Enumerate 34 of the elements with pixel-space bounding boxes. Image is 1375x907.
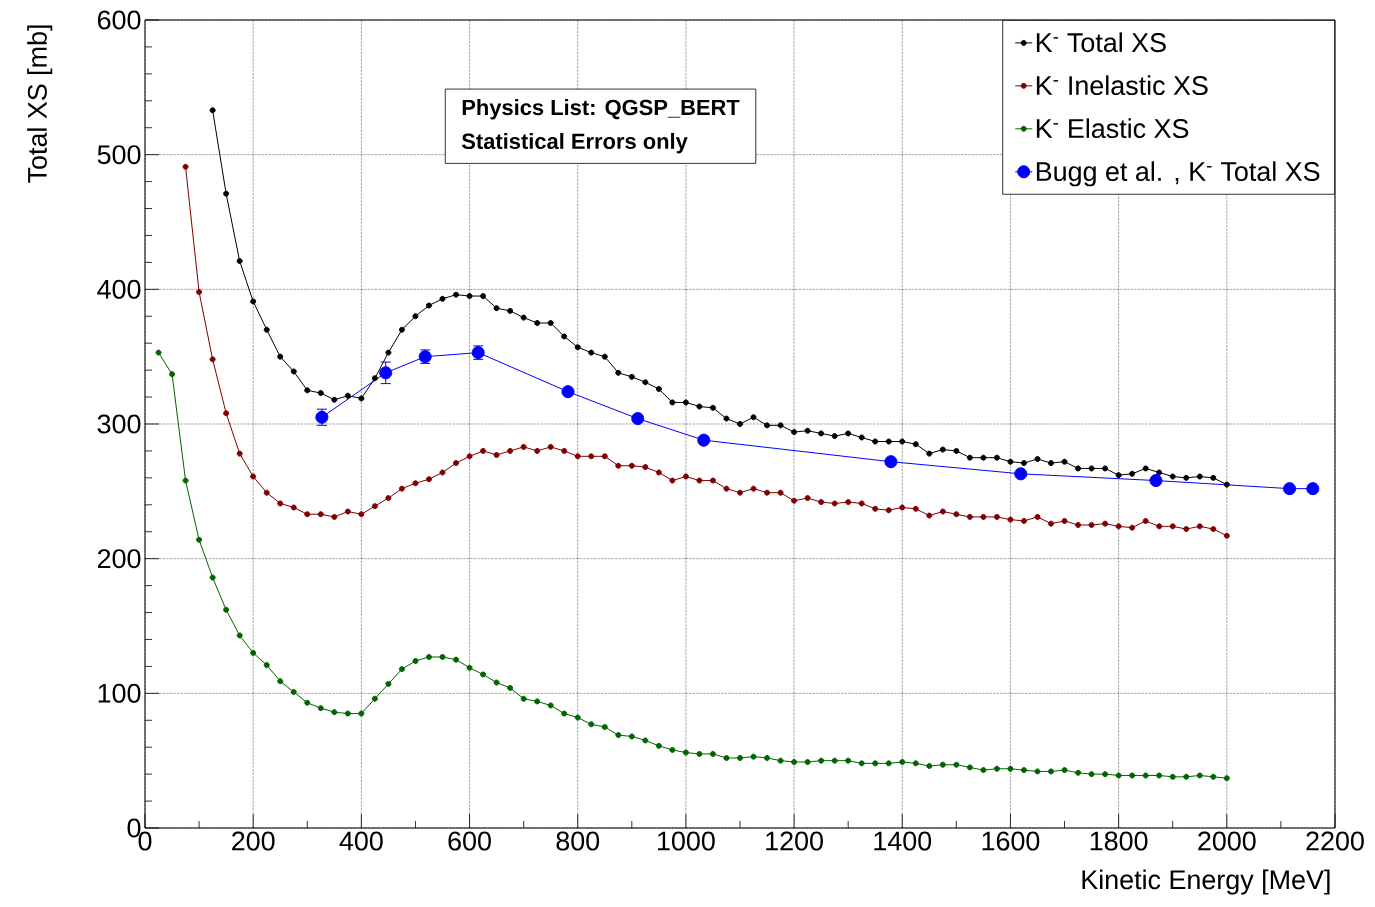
legend-label: K$^{-}$ Elastic XS <box>1036 118 1189 139</box>
y-axis-title: Total XS [mb] <box>27 25 53 183</box>
x-axis-title: Kinetic Energy [MeV] <box>1082 869 1330 895</box>
x-tick-label: 600 <box>448 831 491 851</box>
point <box>1306 482 1320 496</box>
legend-label: K$^{-}$ Total XS <box>1036 32 1166 53</box>
y-tick-label: 300 <box>97 414 141 434</box>
x-tick-label: 1200 <box>766 831 823 851</box>
point <box>379 366 393 380</box>
x-tick-label: 1400 <box>874 831 932 851</box>
y-tick-label: 100 <box>98 683 141 703</box>
x-tick-label: 800 <box>556 831 600 851</box>
y-tick-label: 200 <box>97 549 141 569</box>
annotation: Statistical Errors only <box>461 132 688 154</box>
y-tick-label: 600 <box>97 10 141 30</box>
point <box>1149 474 1163 488</box>
y-tick-label: 400 <box>97 279 141 299</box>
point <box>631 412 645 426</box>
annotation: Physics List: QGSP_BERT <box>462 99 740 120</box>
point <box>697 433 711 447</box>
x-tick-label: 400 <box>339 831 383 851</box>
x-tick-label: 1000 <box>658 831 715 851</box>
x-tick-label: 1600 <box>982 831 1040 851</box>
point <box>884 455 898 469</box>
point <box>1014 467 1028 481</box>
point <box>561 385 575 399</box>
x-tick-label: 2200 <box>1306 831 1364 851</box>
legend-label: Bugg et al. , K$^{-}$ Total XS <box>1036 161 1320 187</box>
x-tick-label: 1800 <box>1090 831 1148 851</box>
point <box>1283 482 1297 496</box>
legend-label: K$^{-}$ Inelastic XS <box>1036 75 1208 96</box>
y-tick-label: 500 <box>97 145 141 165</box>
x-tick-label: 2000 <box>1198 831 1256 851</box>
x-tick-label: 200 <box>232 831 275 851</box>
